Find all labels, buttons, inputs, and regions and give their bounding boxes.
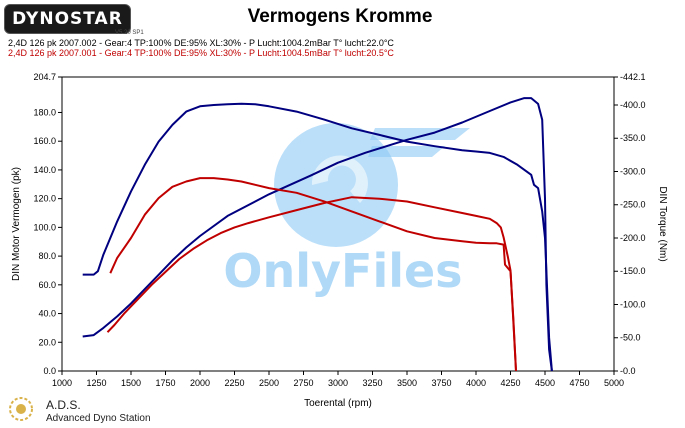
y2-tick-label: -250.0 xyxy=(620,200,646,210)
y2-tick-label: -100.0 xyxy=(620,299,646,309)
x-tick-label: 1500 xyxy=(121,378,141,388)
ads-logo-icon xyxy=(9,397,33,421)
y-tick-label: 60.0 xyxy=(38,280,56,290)
y2-tick-label: -400.0 xyxy=(620,100,646,110)
x-tick-label: 1750 xyxy=(155,378,175,388)
footer-subtitle: Advanced Dyno Station xyxy=(46,413,151,424)
x-axis-label: Toerental (rpm) xyxy=(304,398,372,409)
x-axis: 1000 1250 1500 1750 2000 2250 2500 2750 3000 3250… xyxy=(52,371,624,388)
y-axis-left: 0.0 20.0 40.0 60.0 80.0 100.0 120.0 140.0 160.0 1… xyxy=(33,72,62,376)
y2-tick-label: -0.0 xyxy=(620,366,636,376)
y-tick-label: 160.0 xyxy=(33,136,56,146)
series-line-1 xyxy=(82,97,553,372)
y2-tick-label: -300.0 xyxy=(620,166,646,176)
y2-tick-label: -50.0 xyxy=(620,333,641,343)
y2-tick-label: -442.1 xyxy=(620,72,646,82)
watermark-circle xyxy=(274,123,398,247)
watermark-text: OnlyFiles xyxy=(223,244,462,298)
logo-text: DYNOSTAR xyxy=(12,9,123,29)
run-info-2: 2,4D 126 pk 2007.001 - Gear:4 TP:100% DE… xyxy=(8,48,394,58)
series-line-3 xyxy=(106,196,517,372)
x-tick-label: 4500 xyxy=(535,378,555,388)
y-tick-label: 180.0 xyxy=(33,107,56,117)
y-tick-label: 0.0 xyxy=(43,366,56,376)
y-tick-label: 40.0 xyxy=(38,309,56,319)
y2-tick-label: -150.0 xyxy=(620,266,646,276)
x-tick-label: 2750 xyxy=(293,378,313,388)
x-tick-label: 3250 xyxy=(362,378,382,388)
chart-title: Vermogens Kromme xyxy=(247,6,433,27)
x-tick-label: 4250 xyxy=(500,378,520,388)
y-tick-label: 140.0 xyxy=(33,165,56,175)
x-tick-label: 2000 xyxy=(190,378,210,388)
y-tick-label: 120.0 xyxy=(33,194,56,204)
series-group xyxy=(82,97,553,372)
footer-title: A.D.S. xyxy=(46,398,81,412)
dynostar-logo: DYNOSTAR xyxy=(4,4,131,34)
logo-version: V5.20 SP1 xyxy=(115,30,144,36)
x-tick-label: 5000 xyxy=(604,378,624,388)
watermark-wing xyxy=(368,128,470,157)
x-tick-label: 3000 xyxy=(328,378,348,388)
y2-tick-label: -350.0 xyxy=(620,133,646,143)
series-line-2 xyxy=(82,102,553,372)
x-tick-label: 4750 xyxy=(569,378,589,388)
y-axis-right: -0.0 -50.0 -100.0 -150.0 -200.0 -250.0 -300.0 -… xyxy=(614,72,646,376)
y-tick-label: 20.0 xyxy=(38,337,56,347)
x-tick-label: 1250 xyxy=(86,378,106,388)
series-line-4 xyxy=(109,177,517,372)
run-info-1: 2,4D 126 pk 2007.002 - Gear:4 TP:100% DE… xyxy=(8,38,394,48)
x-tick-label: 3500 xyxy=(397,378,417,388)
y2-tick-label: -200.0 xyxy=(620,233,646,243)
y2-axis-label: DIN Torque (Nm) xyxy=(657,186,668,261)
y-tick-label: 204.7 xyxy=(33,72,56,82)
x-tick-label: 1000 xyxy=(52,378,72,388)
x-tick-label: 4000 xyxy=(466,378,486,388)
y-tick-label: 80.0 xyxy=(38,251,56,261)
x-tick-label: 3750 xyxy=(431,378,451,388)
y-axis-label: DIN Motor Vermogen (pk) xyxy=(11,167,22,281)
x-tick-label: 2250 xyxy=(224,378,244,388)
x-tick-label: 2500 xyxy=(259,378,279,388)
y-tick-label: 100.0 xyxy=(33,222,56,232)
